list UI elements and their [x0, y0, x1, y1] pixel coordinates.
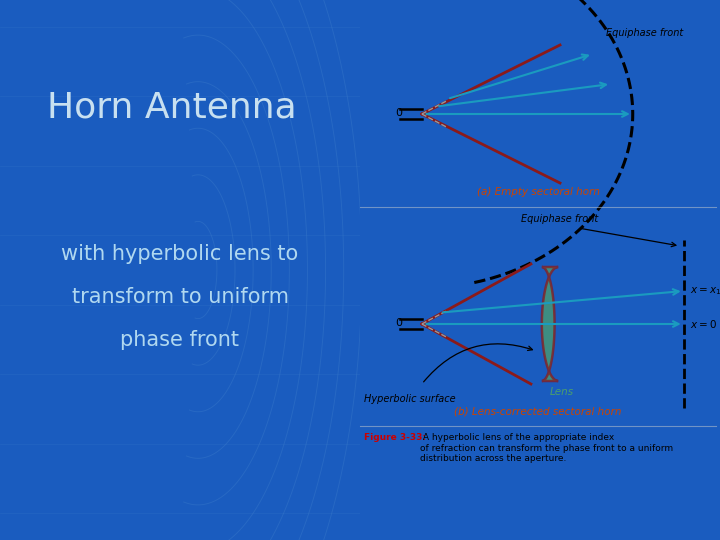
Text: Equiphase front: Equiphase front: [521, 213, 598, 224]
Text: Horn Antenna: Horn Antenna: [47, 91, 297, 125]
Text: Equiphase front: Equiphase front: [606, 28, 684, 37]
Text: (a) Empty sectoral horn: (a) Empty sectoral horn: [477, 187, 600, 197]
Polygon shape: [542, 267, 558, 381]
Text: with hyperbolic lens to: with hyperbolic lens to: [61, 244, 299, 264]
Text: Hyperbolic surface: Hyperbolic surface: [364, 395, 455, 404]
Text: $x = x_1$: $x = x_1$: [690, 285, 720, 297]
Text: 0: 0: [395, 318, 402, 327]
Text: (b) Lens-corrected sectoral horn: (b) Lens-corrected sectoral horn: [454, 406, 622, 416]
Text: Lens: Lens: [550, 387, 574, 397]
Text: $x = 0$: $x = 0$: [690, 318, 717, 330]
Text: A hyperbolic lens of the appropriate index
of refraction can transform the phase: A hyperbolic lens of the appropriate ind…: [420, 434, 673, 463]
Text: phase front: phase front: [120, 330, 240, 350]
Text: transform to uniform: transform to uniform: [71, 287, 289, 307]
Text: Figure 3-33:: Figure 3-33:: [364, 434, 426, 442]
Text: 0: 0: [395, 107, 402, 118]
